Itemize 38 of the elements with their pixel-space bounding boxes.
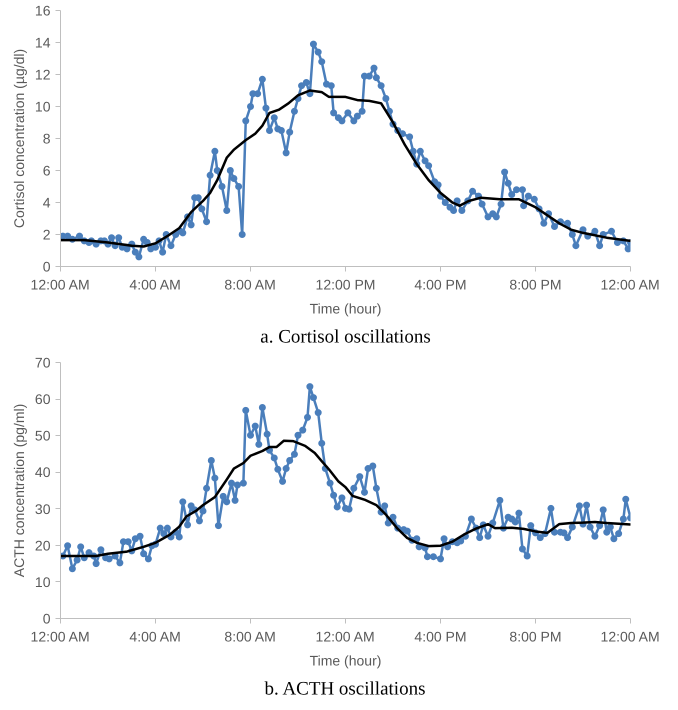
text: b. ACTH oscillations xyxy=(264,678,426,700)
y-tick-label: 0 xyxy=(42,610,51,626)
x-tick-label: 12:00 AM xyxy=(316,628,375,644)
x-tick-label: 12:00 AM xyxy=(30,276,90,292)
x-tick-label: 12:00 AM xyxy=(30,628,90,644)
x-tick-label: 8:00 PM xyxy=(509,628,562,644)
y-tick-label: 20 xyxy=(34,537,51,554)
x-tick-label: 8:00 AM xyxy=(224,628,276,644)
x-tick-label: 8:00 PM xyxy=(509,276,562,292)
y-tick-label: 10 xyxy=(34,98,51,114)
y-tick-label: 10 xyxy=(34,574,51,590)
line-series xyxy=(60,89,630,248)
y-tick-label: 2 xyxy=(42,226,51,242)
y-axis-title: Cortisol concentration (µg/dl) xyxy=(10,48,27,228)
y-tick-label: 16 xyxy=(34,2,51,18)
y-tick-label: 14 xyxy=(34,34,51,50)
y-tick-label: 30 xyxy=(34,500,51,517)
x-tick-label: 8:00 AM xyxy=(224,276,276,292)
x-tick-label: 12:00 AM xyxy=(600,276,660,292)
y-tick-label: 12 xyxy=(34,66,51,82)
y-axis-title: ACTH concentration (pg/ml) xyxy=(10,404,27,578)
y-tick-label: 50 xyxy=(34,428,51,444)
x-tick-label: 4:00 AM xyxy=(129,276,181,292)
y-tick-label: 40 xyxy=(34,464,51,480)
y-tick-label: 8 xyxy=(42,130,51,146)
x-tick-label: 4:00 PM xyxy=(414,628,467,644)
y-tick-label: 0 xyxy=(42,258,51,274)
text: a. Cortisol oscillations xyxy=(260,326,431,348)
x-axis-title: Time (hour) xyxy=(310,652,382,668)
x-axis-title: Time (hour) xyxy=(310,300,382,316)
x-tick-label: 12:00 AM xyxy=(600,628,660,644)
x-tick-label: 12:00 PM xyxy=(316,276,376,292)
x-tick-label: 4:00 PM xyxy=(414,276,467,292)
y-tick-label: 70 xyxy=(34,354,51,370)
y-tick-label: 6 xyxy=(42,162,51,178)
y-tick-label: 4 xyxy=(42,194,51,210)
x-tick-label: 4:00 AM xyxy=(129,628,181,644)
y-tick-label: 60 xyxy=(34,391,51,408)
